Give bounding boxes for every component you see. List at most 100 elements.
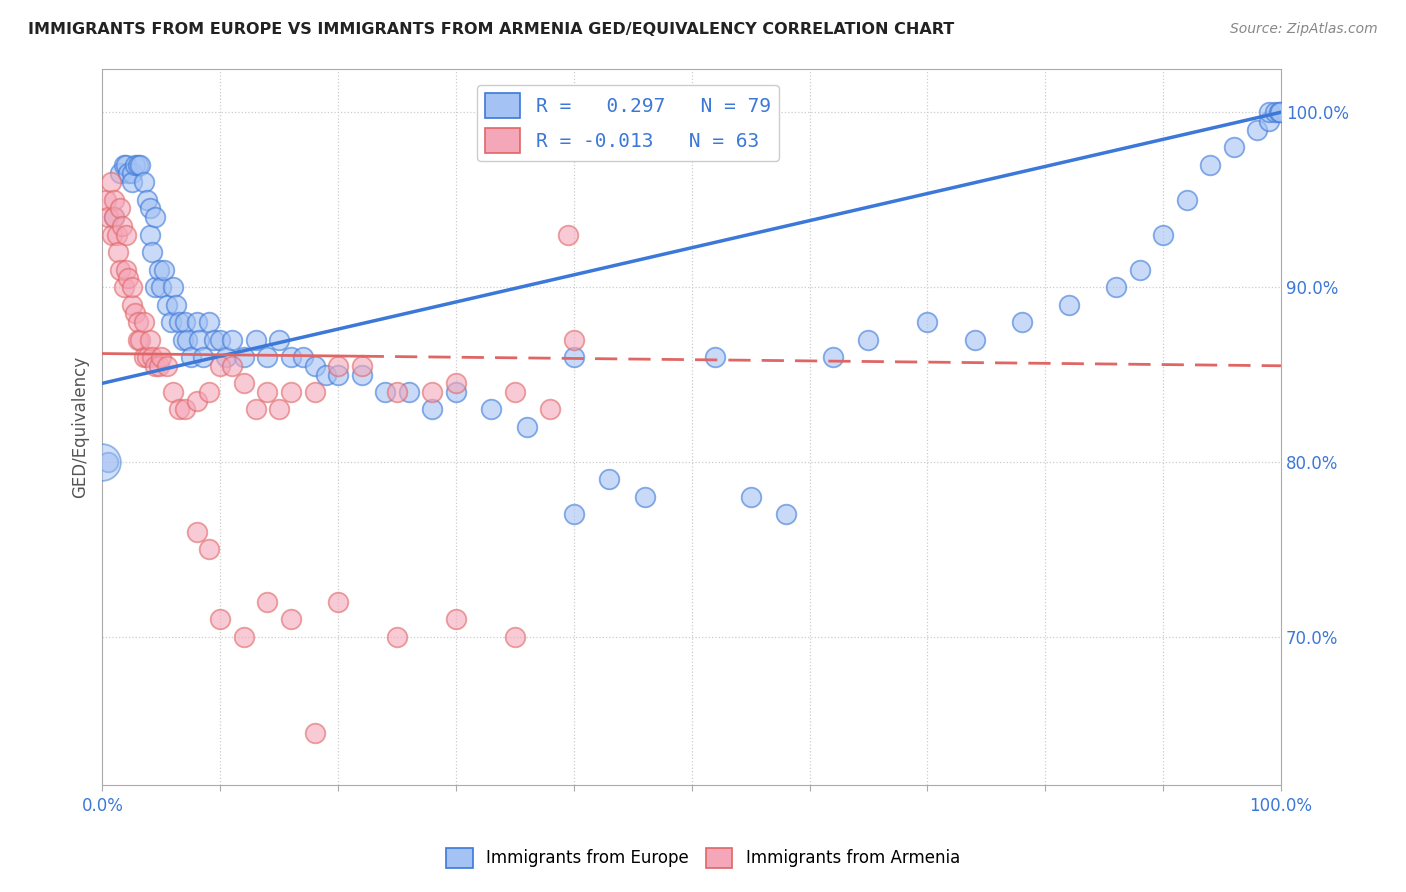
Point — [115, 158, 138, 172]
Point — [100, 175, 122, 189]
Point — [141, 350, 163, 364]
Point — [174, 315, 197, 329]
Point — [180, 350, 202, 364]
Point — [775, 508, 797, 522]
Point — [91, 455, 114, 469]
Point — [444, 376, 467, 391]
Point — [422, 402, 444, 417]
Point — [256, 595, 278, 609]
Point — [121, 280, 143, 294]
Point — [186, 524, 208, 539]
Point — [124, 158, 146, 172]
Point — [1199, 158, 1222, 172]
Point — [1264, 105, 1286, 120]
Point — [479, 402, 502, 417]
Point — [156, 359, 179, 373]
Point — [186, 315, 208, 329]
Point — [108, 262, 131, 277]
Point — [280, 350, 302, 364]
Point — [562, 350, 585, 364]
Point — [165, 297, 187, 311]
Point — [704, 350, 727, 364]
Point — [232, 630, 254, 644]
Point — [1246, 122, 1268, 136]
Point — [350, 359, 373, 373]
Point — [823, 350, 845, 364]
Point — [304, 359, 326, 373]
Point — [1258, 114, 1281, 128]
Point — [444, 384, 467, 399]
Point — [103, 193, 125, 207]
Point — [503, 630, 526, 644]
Point — [127, 315, 149, 329]
Point — [148, 359, 170, 373]
Point — [269, 333, 291, 347]
Point — [121, 175, 143, 189]
Point — [398, 384, 420, 399]
Point — [374, 384, 396, 399]
Point — [232, 376, 254, 391]
Point — [121, 297, 143, 311]
Point — [197, 384, 219, 399]
Point — [215, 350, 238, 364]
Point — [150, 280, 173, 294]
Point — [176, 333, 198, 347]
Point — [1152, 227, 1174, 242]
Point — [132, 175, 155, 189]
Point — [115, 262, 138, 277]
Point — [97, 455, 120, 469]
Point — [115, 227, 138, 242]
Point — [152, 262, 174, 277]
Point — [103, 210, 125, 224]
Point — [124, 306, 146, 320]
Point — [422, 384, 444, 399]
Point — [202, 333, 225, 347]
Point — [538, 402, 561, 417]
Point — [503, 384, 526, 399]
Point — [167, 402, 190, 417]
Point — [209, 333, 232, 347]
Text: Source: ZipAtlas.com: Source: ZipAtlas.com — [1230, 22, 1378, 37]
Point — [326, 359, 349, 373]
Point — [112, 280, 135, 294]
Point — [280, 612, 302, 626]
Point — [127, 333, 149, 347]
Point — [159, 315, 181, 329]
Point — [1128, 262, 1150, 277]
Point — [148, 262, 170, 277]
Point — [191, 350, 214, 364]
Point — [112, 158, 135, 172]
Point — [326, 595, 349, 609]
Point — [150, 350, 173, 364]
Point — [121, 166, 143, 180]
Point — [598, 472, 620, 486]
Point — [315, 368, 337, 382]
Point — [111, 219, 134, 233]
Point — [101, 227, 124, 242]
Point — [385, 630, 408, 644]
Point — [1105, 280, 1128, 294]
Point — [1258, 105, 1281, 120]
Point — [197, 315, 219, 329]
Point — [1011, 315, 1033, 329]
Point — [444, 612, 467, 626]
Point — [107, 245, 129, 260]
Point — [105, 227, 128, 242]
Point — [326, 368, 349, 382]
Point — [256, 350, 278, 364]
Point — [188, 333, 211, 347]
Point — [141, 245, 163, 260]
Point — [167, 315, 190, 329]
Point — [97, 210, 120, 224]
Point — [858, 333, 880, 347]
Point — [385, 384, 408, 399]
Point — [145, 359, 167, 373]
Legend: Immigrants from Europe, Immigrants from Armenia: Immigrants from Europe, Immigrants from … — [440, 841, 966, 875]
Point — [162, 280, 184, 294]
Point — [304, 726, 326, 740]
Point — [633, 490, 655, 504]
Point — [174, 402, 197, 417]
Point — [136, 193, 159, 207]
Point — [138, 333, 160, 347]
Point — [221, 359, 243, 373]
